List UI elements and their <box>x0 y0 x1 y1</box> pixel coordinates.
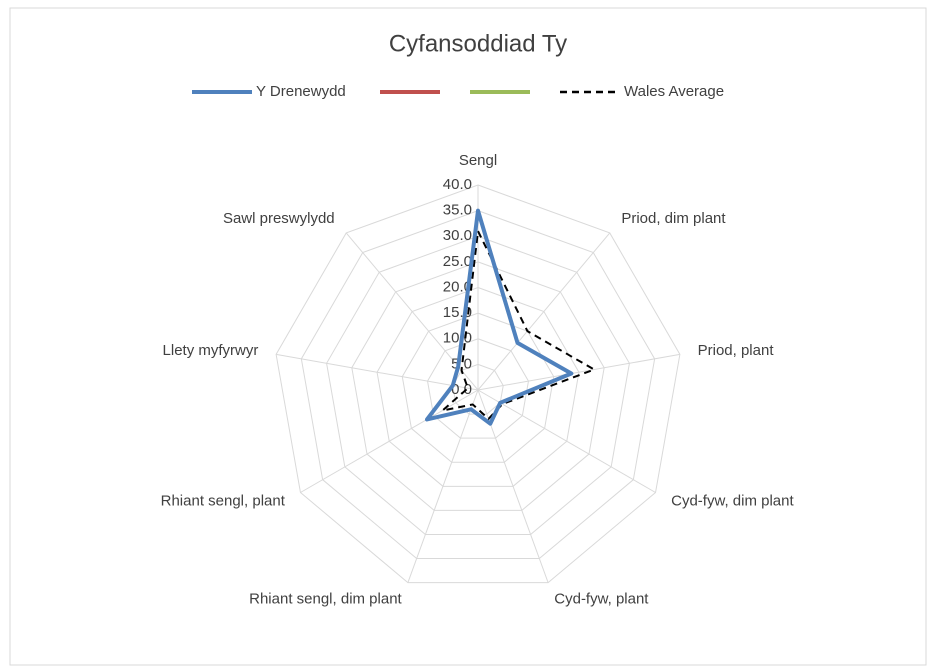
category-label: Sawl preswylydd <box>223 210 335 227</box>
grid-ring <box>275 184 681 584</box>
legend-label: Wales Average <box>624 83 724 100</box>
spoke <box>477 353 680 391</box>
category-label: Sengl <box>459 152 497 169</box>
spoke <box>345 232 479 391</box>
legend-label: Y Drenewydd <box>256 83 346 100</box>
tick-label: 10.0 <box>443 330 472 347</box>
chart-frame <box>9 7 927 666</box>
grid-ring <box>351 261 605 511</box>
category-label: Rhiant sengl, dim plant <box>249 591 402 608</box>
spoke <box>477 389 656 493</box>
tick-label: 40.0 <box>443 176 472 193</box>
category-label: Priod, plant <box>698 342 775 359</box>
spoke <box>276 353 479 391</box>
series-line <box>424 208 574 426</box>
category-label: Cyd-fyw, dim plant <box>671 492 794 509</box>
tick-label: 35.0 <box>443 202 472 219</box>
grid-ring <box>300 210 656 560</box>
series-line <box>441 230 596 420</box>
grid-ring <box>326 235 630 535</box>
category-label: Priod, dim plant <box>621 210 726 227</box>
grid-ring <box>376 286 580 487</box>
tick-label: 20.0 <box>443 278 472 295</box>
spoke <box>300 389 479 493</box>
category-label: Rhiant sengl, plant <box>161 492 286 509</box>
grid-ring <box>427 338 529 439</box>
chart-title: Cyfansoddiad Ty <box>389 30 567 57</box>
tick-label: 0.0 <box>451 381 472 398</box>
category-label: Cyd-fyw, plant <box>554 591 649 608</box>
spoke <box>407 389 479 583</box>
tick-label: 30.0 <box>443 227 472 244</box>
category-label: Llety myfyrwyr <box>163 342 259 359</box>
spoke <box>477 232 611 391</box>
tick-label: 25.0 <box>443 253 472 270</box>
